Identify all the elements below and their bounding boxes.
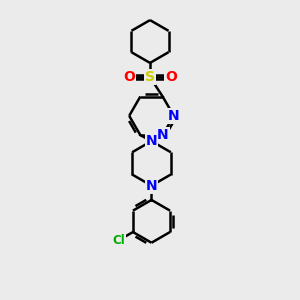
Text: O: O xyxy=(123,70,135,84)
Text: N: N xyxy=(146,179,157,193)
Text: N: N xyxy=(168,109,180,123)
Text: Cl: Cl xyxy=(112,234,125,247)
Text: N: N xyxy=(146,134,157,148)
Text: O: O xyxy=(165,70,177,84)
Text: S: S xyxy=(145,70,155,84)
Text: N: N xyxy=(157,128,168,142)
